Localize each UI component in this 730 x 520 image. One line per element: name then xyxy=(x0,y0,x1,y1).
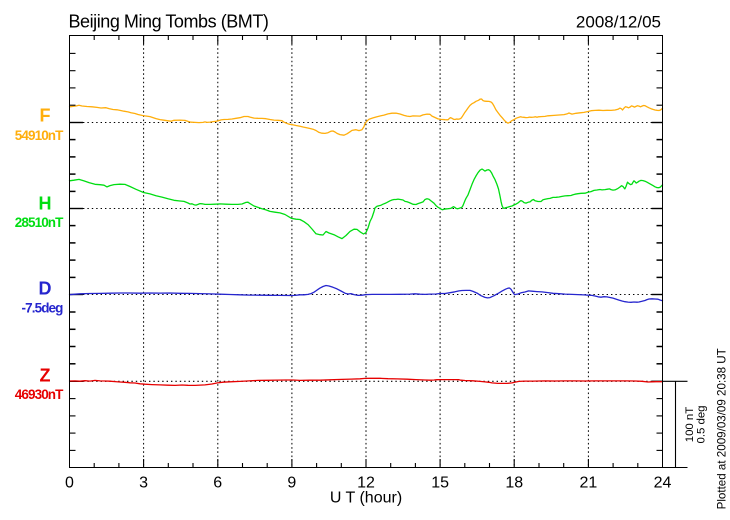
svg-text:Z: Z xyxy=(40,366,51,386)
svg-text:Plotted at 2009/03/09 20:38 UT: Plotted at 2009/03/09 20:38 UT xyxy=(715,348,728,509)
svg-text:D: D xyxy=(39,278,52,298)
svg-text:3: 3 xyxy=(139,475,148,492)
svg-text:18: 18 xyxy=(505,475,523,492)
svg-text:0.5 deg: 0.5 deg xyxy=(696,405,708,443)
svg-text:U T (hour): U T (hour) xyxy=(330,490,402,507)
svg-text:46930nT: 46930nT xyxy=(15,387,64,402)
svg-text:H: H xyxy=(39,193,52,213)
svg-text:100 nT: 100 nT xyxy=(684,407,696,443)
svg-text:-7.5deg: -7.5deg xyxy=(22,301,64,316)
svg-text:0: 0 xyxy=(65,475,74,492)
svg-text:28510nT: 28510nT xyxy=(15,215,64,230)
svg-text:12: 12 xyxy=(357,475,375,492)
svg-text:9: 9 xyxy=(287,475,296,492)
svg-text:24: 24 xyxy=(654,475,672,492)
svg-text:21: 21 xyxy=(579,475,597,492)
svg-text:Beijing Ming Tombs (BMT): Beijing Ming Tombs (BMT) xyxy=(69,11,269,31)
svg-text:15: 15 xyxy=(431,475,449,492)
svg-text:F: F xyxy=(40,106,51,126)
svg-text:2008/12/05: 2008/12/05 xyxy=(576,12,661,31)
svg-text:54910nT: 54910nT xyxy=(15,128,64,143)
svg-text:6: 6 xyxy=(213,475,222,492)
